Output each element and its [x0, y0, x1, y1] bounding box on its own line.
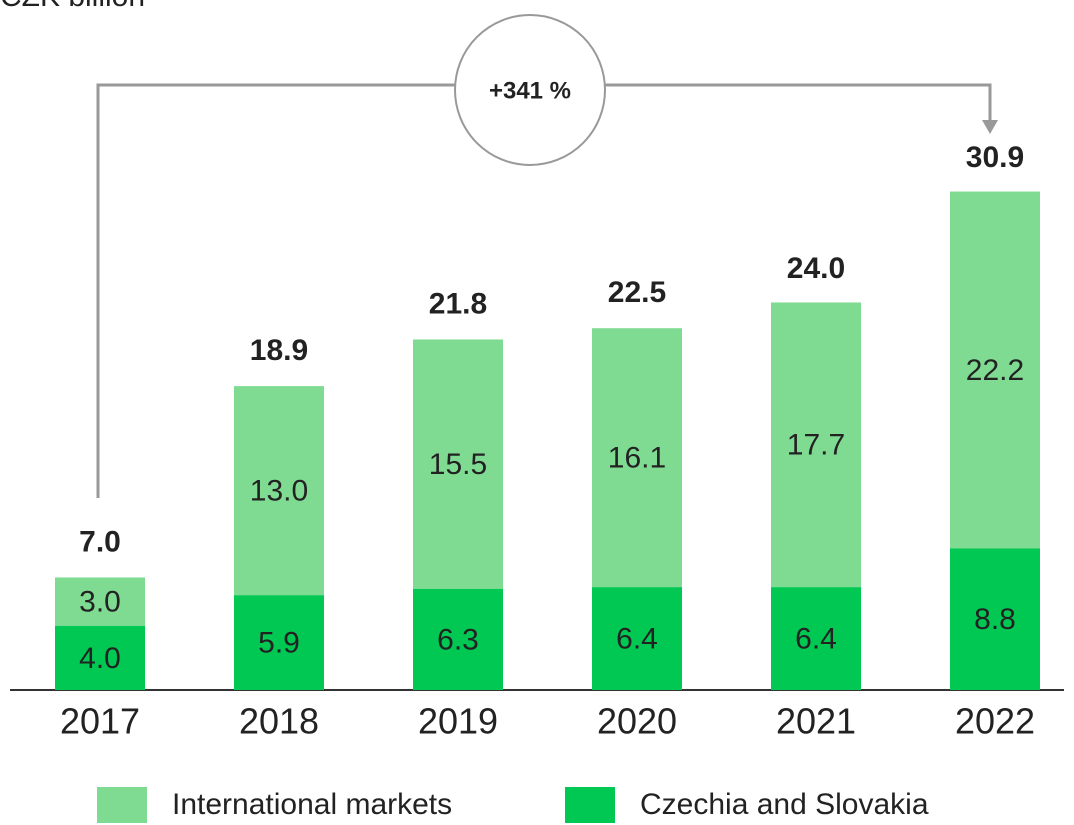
- bar-segment: [592, 587, 682, 690]
- total-label: 18.9: [250, 334, 308, 367]
- value-label: 15.5: [429, 448, 487, 481]
- total-label: 30.9: [966, 141, 1024, 174]
- value-label: 13.0: [250, 475, 308, 508]
- value-label: 17.7: [787, 429, 845, 462]
- value-label: 8.8: [974, 603, 1016, 636]
- bar-segment: [592, 328, 682, 588]
- bar-segment: [950, 191, 1040, 549]
- legend-swatch: [97, 787, 147, 823]
- value-label: 6.3: [437, 623, 479, 656]
- value-label: 22.2: [966, 354, 1024, 387]
- bar-segment: [234, 595, 324, 690]
- value-label: 6.4: [616, 622, 658, 655]
- x-tick-label: 2017: [60, 701, 140, 742]
- total-label: 21.8: [429, 287, 487, 320]
- x-tick-label: 2022: [955, 701, 1035, 742]
- value-label: 16.1: [608, 442, 666, 475]
- bar-segment: [950, 548, 1040, 690]
- value-label: 5.9: [258, 626, 300, 659]
- x-tick-label: 2019: [418, 701, 498, 742]
- growth-connector: [96, 14, 998, 498]
- bar-segment: [771, 302, 861, 588]
- total-label: 24.0: [787, 252, 845, 285]
- bar-segment: [55, 577, 145, 626]
- value-label: 4.0: [79, 642, 121, 675]
- x-tick-label: 2021: [776, 701, 856, 742]
- chart-title: CZK billion: [0, 0, 145, 13]
- total-label: 22.5: [608, 276, 666, 309]
- total-label: 7.0: [79, 525, 121, 558]
- bar-segment: [55, 625, 145, 690]
- bar-segment: [234, 386, 324, 596]
- value-label: 6.4: [795, 622, 837, 655]
- annotation: +341 %: [489, 77, 571, 104]
- value-label: 3.0: [79, 585, 121, 618]
- bar-segment: [413, 339, 503, 589]
- legend-label: Czechia and Slovakia: [640, 788, 929, 821]
- legend-label: International markets: [172, 788, 452, 821]
- bar-segment: [413, 588, 503, 690]
- bar-segment: [771, 587, 861, 690]
- legend-swatch: [565, 787, 615, 823]
- x-tick-label: 2020: [597, 701, 677, 742]
- x-tick-label: 2018: [239, 701, 319, 742]
